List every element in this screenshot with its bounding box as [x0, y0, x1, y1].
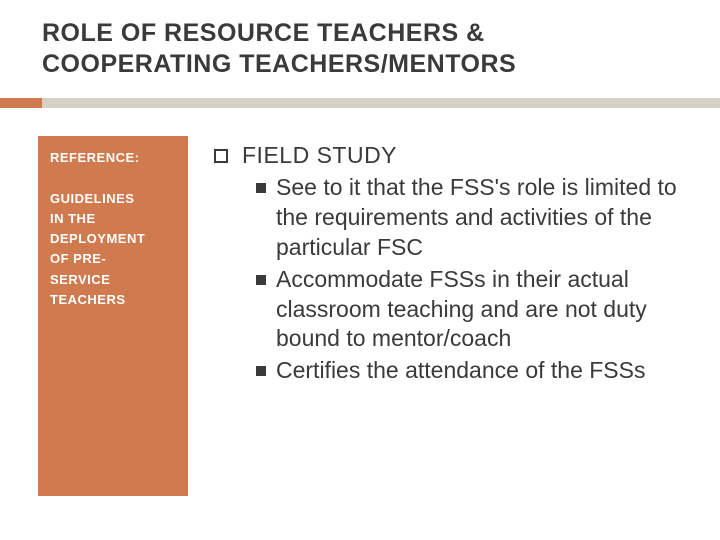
solid-square-icon — [256, 275, 266, 285]
list-item-text: Certifies the attendance of the FSSs — [276, 356, 645, 386]
guidelines-line: SERVICE — [50, 270, 176, 290]
sub-bullet-list: See to it that the FSS's role is limited… — [256, 173, 694, 386]
title-underline — [0, 98, 720, 108]
top-bullet-row: FIELD STUDY — [214, 142, 694, 169]
title-line-2: COOPERATING TEACHERS/MENTORS — [42, 49, 682, 80]
guidelines-line: DEPLOYMENT — [50, 229, 176, 249]
hollow-square-icon — [214, 149, 228, 163]
guidelines-line: IN THE — [50, 209, 176, 229]
guidelines-line: OF PRE- — [50, 249, 176, 269]
guidelines-line: GUIDELINES — [50, 189, 176, 209]
slide: ROLE OF RESOURCE TEACHERS & COOPERATING … — [0, 0, 720, 540]
reference-label: REFERENCE: — [50, 150, 176, 165]
list-item: See to it that the FSS's role is limited… — [256, 173, 694, 263]
content-area: FIELD STUDY See to it that the FSS's rol… — [214, 142, 694, 388]
title-line-1: ROLE OF RESOURCE TEACHERS & — [42, 18, 682, 49]
solid-square-icon — [256, 366, 266, 376]
list-item-text: Accommodate FSSs in their actual classro… — [276, 265, 694, 355]
title-accent-bar — [0, 98, 42, 108]
list-item: Accommodate FSSs in their actual classro… — [256, 265, 694, 355]
list-item: Certifies the attendance of the FSSs — [256, 356, 694, 386]
solid-square-icon — [256, 183, 266, 193]
sidebar-panel: REFERENCE: GUIDELINES IN THE DEPLOYMENT … — [38, 136, 188, 496]
guidelines-block: GUIDELINES IN THE DEPLOYMENT OF PRE- SER… — [50, 189, 176, 310]
slide-title: ROLE OF RESOURCE TEACHERS & COOPERATING … — [42, 18, 682, 81]
field-study-label: FIELD STUDY — [242, 142, 397, 169]
list-item-text: See to it that the FSS's role is limited… — [276, 173, 694, 263]
guidelines-line: TEACHERS — [50, 290, 176, 310]
